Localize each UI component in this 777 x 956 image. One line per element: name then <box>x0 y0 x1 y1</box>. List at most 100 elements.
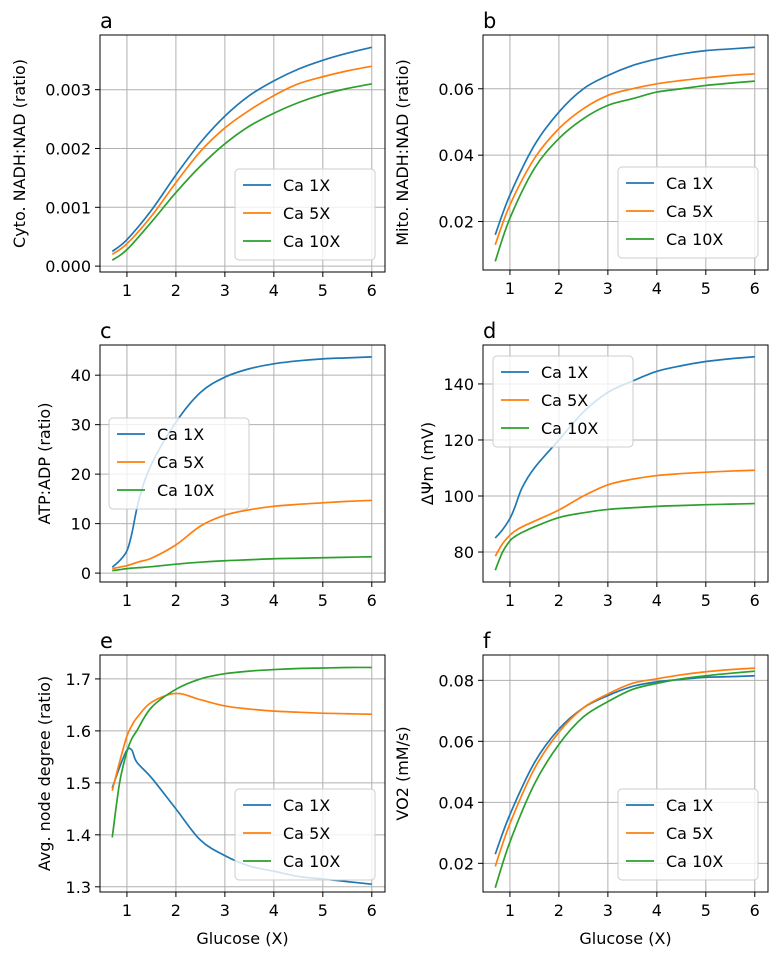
y-tick-label: 0 <box>81 564 91 583</box>
legend-label: Ca 5X <box>666 202 713 221</box>
x-tick-label: 3 <box>220 281 230 300</box>
series-line-ca-5x <box>494 667 755 867</box>
axes-frame <box>99 654 386 893</box>
axes-frame <box>482 344 769 583</box>
x-tick-label: 4 <box>652 279 662 298</box>
y-axis-label: Avg. node degree (ratio) <box>35 676 54 871</box>
x-tick-label: 5 <box>701 279 711 298</box>
legend-label: Ca 5X <box>541 391 588 410</box>
y-tick-label: 1.7 <box>66 670 91 689</box>
legend-label: Ca 1X <box>283 176 330 195</box>
legend-box <box>108 417 250 510</box>
y-tick-label: 1.5 <box>66 774 91 793</box>
x-tick-label: 4 <box>269 901 279 920</box>
y-axis-label: ΔΨm (mV) <box>418 422 437 505</box>
legend-label: Ca 1X <box>666 796 713 815</box>
y-axis-label: VO2 (mM/s) <box>393 726 412 820</box>
y-tick-label: 0.02 <box>438 213 474 232</box>
x-tick-label: 3 <box>220 591 230 610</box>
y-axis-label: Cyto. NADH:NAD (ratio) <box>10 59 29 248</box>
x-tick-label: 1 <box>505 591 515 610</box>
legend-label: Ca 10X <box>157 481 214 500</box>
x-tick-label: 6 <box>367 901 377 920</box>
x-tick-label: 1 <box>122 281 132 300</box>
y-tick-label: 1.3 <box>66 878 91 897</box>
legend-label: Ca 5X <box>157 453 204 472</box>
series-line-ca-10x <box>494 502 755 571</box>
legend-box <box>234 168 376 261</box>
x-tick-label: 1 <box>122 591 132 610</box>
y-axis-label: Mito. NADH:NAD (ratio) <box>393 59 412 246</box>
x-tick-label: 6 <box>750 901 760 920</box>
y-tick-label: 80 <box>454 543 474 562</box>
legend-label: Ca 10X <box>666 230 723 249</box>
y-tick-label: 40 <box>71 366 91 385</box>
axes-frame <box>99 34 386 273</box>
y-tick-label: 1.6 <box>66 722 91 741</box>
y-tick-label: 0.000 <box>45 257 91 276</box>
y-tick-label: 0.02 <box>438 854 474 873</box>
legend: Ca 1X Ca 5X Ca 10X <box>234 168 376 261</box>
legend-label: Ca 10X <box>541 419 598 438</box>
series-line-ca-5x <box>112 499 372 570</box>
y-tick-label: 120 <box>443 431 474 450</box>
x-tick-label: 2 <box>171 901 181 920</box>
x-tick-label: 3 <box>603 279 613 298</box>
x-tick-label: 3 <box>603 591 613 610</box>
legend: Ca 1X Ca 5X Ca 10X <box>492 355 634 448</box>
x-tick-label: 4 <box>652 591 662 610</box>
x-tick-label: 5 <box>701 901 711 920</box>
y-tick-label: 0.001 <box>45 198 91 217</box>
x-tick-label: 1 <box>505 279 515 298</box>
legend: Ca 1X Ca 5X Ca 10X <box>617 166 759 259</box>
x-axis-label: Glucose (X) <box>579 929 671 948</box>
legend-label: Ca 1X <box>541 363 588 382</box>
y-tick-label: 20 <box>71 465 91 484</box>
series-line-ca-10x <box>111 82 372 261</box>
x-tick-label: 4 <box>269 591 279 610</box>
series-line-ca-5x <box>494 72 755 246</box>
x-tick-label: 2 <box>554 279 564 298</box>
legend-label: Ca 10X <box>283 232 340 251</box>
subplot-c: 1 2 3 4 5 6 0 10 20 30 40 c ATP:ADP (ratio) Ca 1X Ca 5… <box>35 319 386 610</box>
x-tick-label: 1 <box>505 901 515 920</box>
series-line-ca-5x <box>494 469 755 557</box>
y-tick-label: 100 <box>443 487 474 506</box>
x-tick-label: 4 <box>269 281 279 300</box>
legend: Ca 1X Ca 5X Ca 10X <box>617 788 759 881</box>
legend-label: Ca 5X <box>283 204 330 223</box>
axes-frame <box>99 344 386 583</box>
x-tick-label: 2 <box>554 901 564 920</box>
subplot-b: 1 2 3 4 5 6 0.02 0.04 0.06 b Mito. NADH:NAD (ratio… <box>393 9 769 298</box>
legend-label: Ca 5X <box>666 824 713 843</box>
subplot-e: 1 2 3 4 5 6 1.3 1.4 1.5 1.6 1.7 e Avg. node degree (… <box>35 629 386 948</box>
x-tick-label: 4 <box>652 901 662 920</box>
series-line-ca-5x <box>111 65 372 256</box>
panel-letter: a <box>100 9 113 33</box>
y-tick-label: 0.08 <box>438 671 474 690</box>
legend: Ca 1X Ca 5X Ca 10X <box>234 788 376 881</box>
x-tick-label: 5 <box>318 281 328 300</box>
panel-letter: e <box>100 629 113 653</box>
panel-letter: f <box>483 629 491 653</box>
axes-frame <box>482 34 769 271</box>
legend-label: Ca 5X <box>283 824 330 843</box>
x-tick-label: 3 <box>220 901 230 920</box>
series-line-ca-10x <box>111 666 372 838</box>
x-tick-label: 5 <box>318 901 328 920</box>
y-tick-label: 0.04 <box>438 146 474 165</box>
legend-label: Ca 10X <box>283 852 340 871</box>
x-tick-label: 6 <box>750 591 760 610</box>
legend-label: Ca 1X <box>666 174 713 193</box>
series-line-ca-10x <box>494 80 755 262</box>
x-tick-label: 5 <box>318 591 328 610</box>
legend-box <box>234 788 376 881</box>
y-tick-label: 0.003 <box>45 81 91 100</box>
series-line-ca-10x <box>112 555 372 572</box>
y-tick-label: 0.06 <box>438 732 474 751</box>
y-tick-label: 140 <box>443 375 474 394</box>
y-tick-label: 0.06 <box>438 80 474 99</box>
x-tick-label: 2 <box>171 591 181 610</box>
